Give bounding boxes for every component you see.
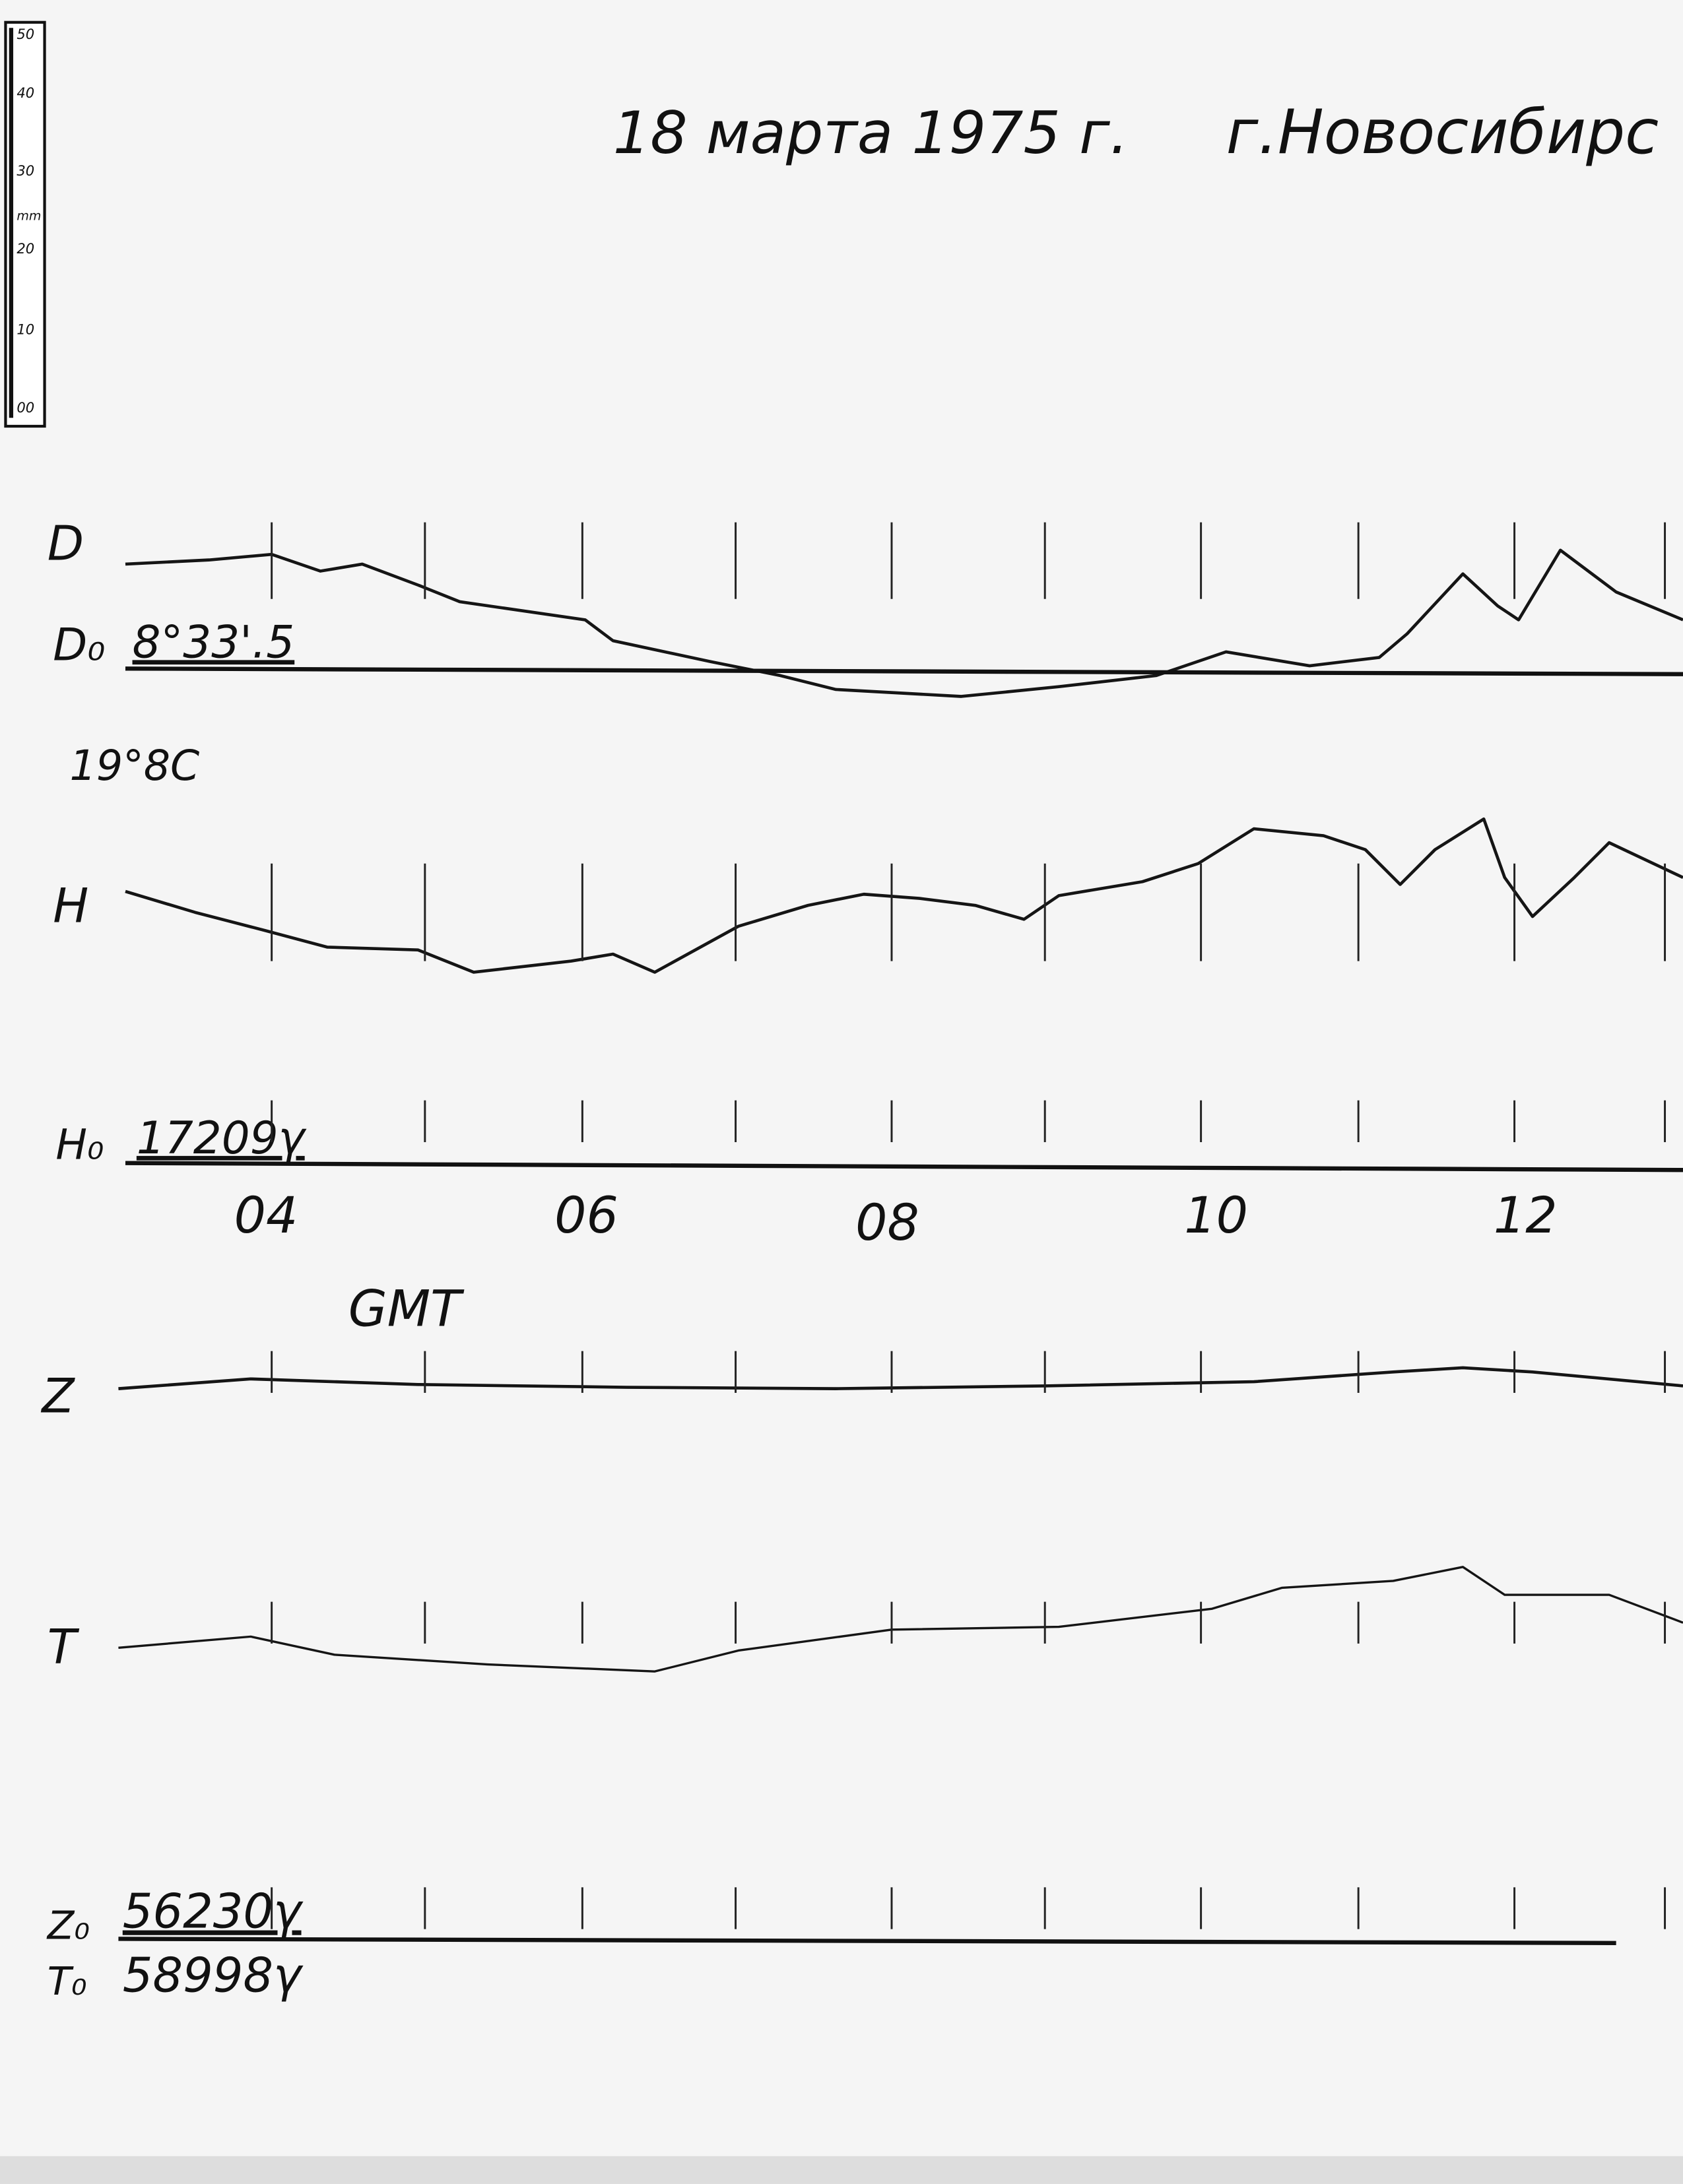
time-label: 12: [1494, 1186, 1558, 1244]
trace-label: H: [53, 878, 88, 933]
place: г.Новосибирс: [1226, 96, 1659, 168]
ruler-label: 50: [16, 26, 34, 42]
base-label: Z₀: [46, 1902, 90, 1948]
temperature: 19°8C: [70, 741, 200, 790]
h-baseline: [125, 1161, 1683, 1172]
trace-label: T: [48, 1619, 80, 1674]
time-unit: GMT: [348, 1279, 465, 1338]
t-trace: [118, 1566, 1683, 1673]
h-trace: [125, 817, 1683, 974]
base-label: H₀: [55, 1120, 104, 1169]
base-value: 56230γ: [123, 1884, 304, 1939]
ruler-label: 20: [16, 240, 34, 257]
trace-label: Z: [40, 1368, 75, 1424]
ruler-label: 00: [16, 399, 34, 416]
zt-baseline: [118, 1937, 1616, 1945]
base-value: 17209γ: [137, 1112, 307, 1164]
scale-ruler: 50 40 30 mm 20 10 00: [4, 20, 46, 428]
edge: [0, 2156, 1683, 2184]
trace-label: D: [48, 516, 84, 571]
ruler-label: 10: [16, 321, 34, 338]
time-label: 06: [554, 1186, 618, 1244]
d-baseline: [125, 666, 1683, 676]
hour-marks: [271, 522, 1666, 1929]
ruler-unit: mm: [16, 209, 41, 224]
ruler-label: 40: [16, 84, 34, 101]
base-value: 8°33'.5: [133, 616, 295, 668]
base-label: D₀: [53, 619, 105, 671]
time-label: 04: [234, 1186, 298, 1244]
time-label: 08: [855, 1193, 919, 1252]
base-label: T₀: [48, 1958, 87, 2004]
d-trace: [125, 548, 1683, 698]
base-value: 58998γ: [123, 1948, 304, 2003]
date: 18 марта 1975 г.: [613, 99, 1129, 167]
ruler-label: 30: [16, 162, 34, 179]
time-label: 10: [1184, 1186, 1248, 1244]
